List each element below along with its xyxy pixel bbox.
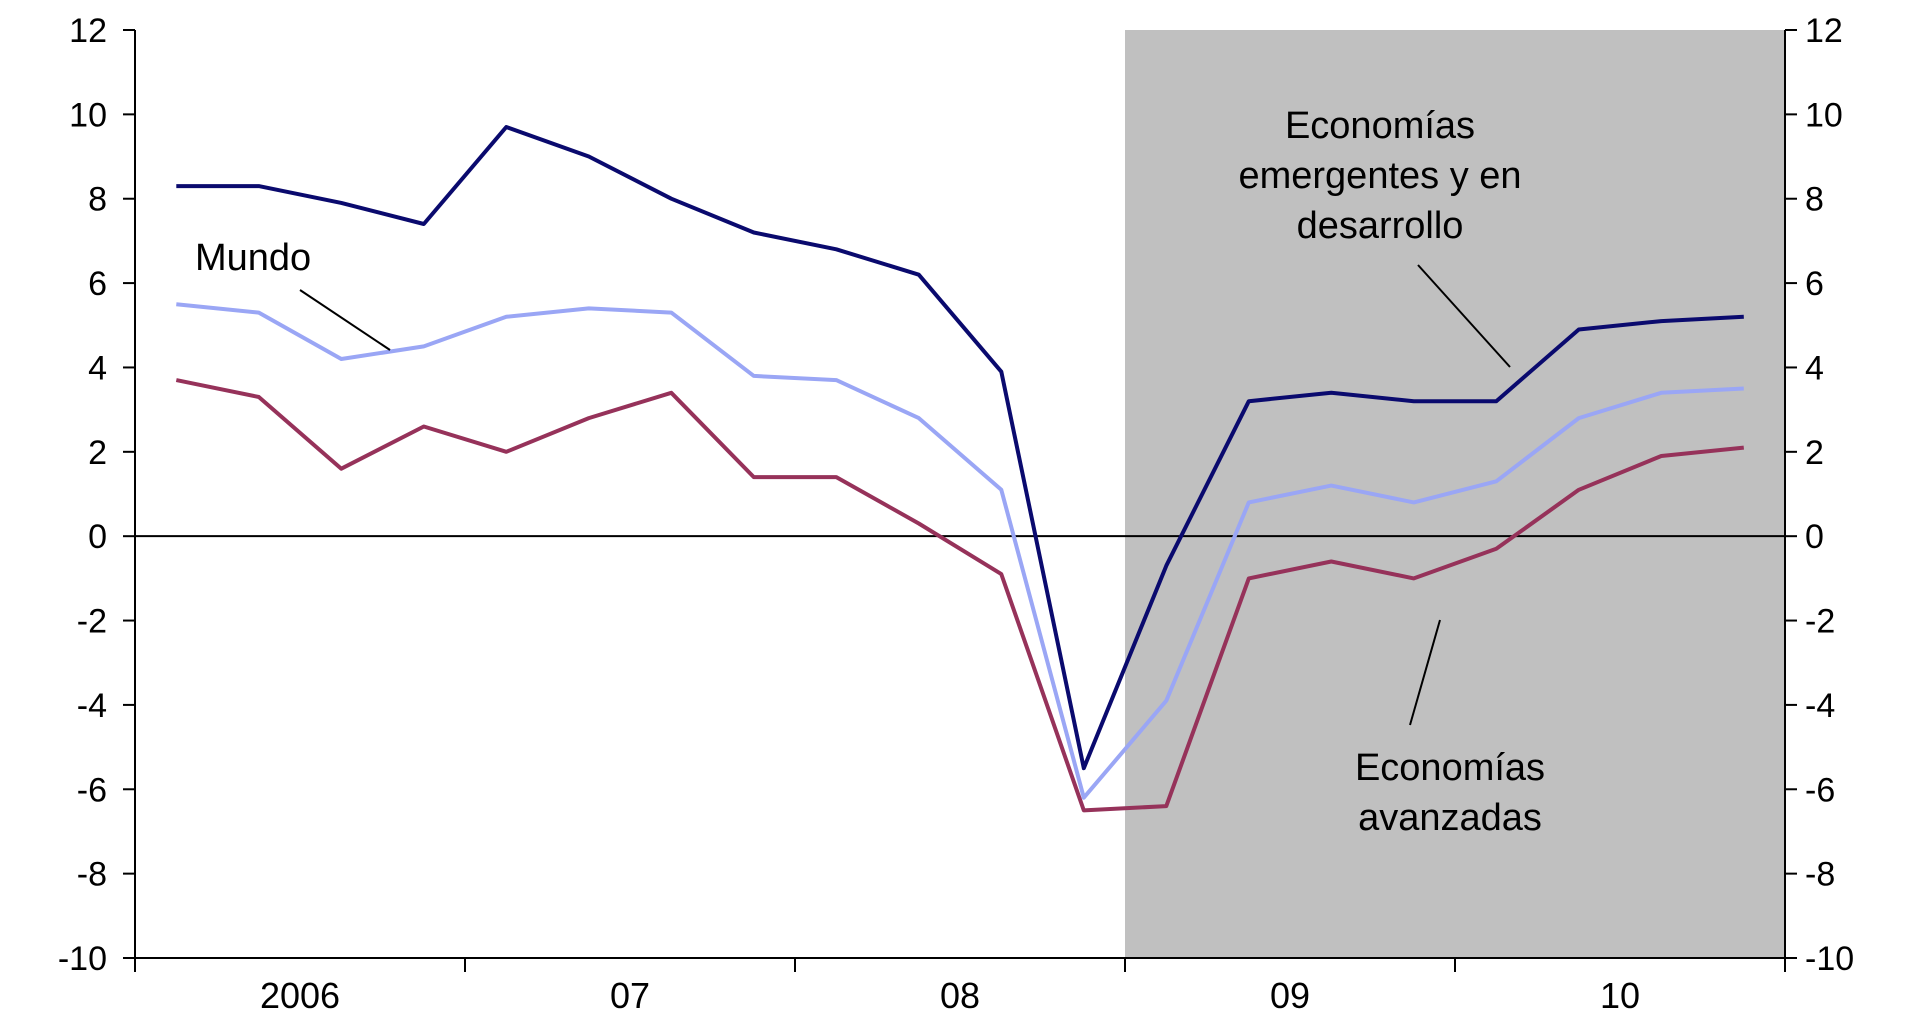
y-tick-label-right: 0 xyxy=(1805,518,1824,556)
x-tick-label: 07 xyxy=(610,975,650,1014)
y-tick-label-right: 4 xyxy=(1805,349,1824,387)
y-tick-label-left: -4 xyxy=(77,687,107,725)
y-tick-label-right: -6 xyxy=(1805,771,1835,809)
series-line-1 xyxy=(176,302,1744,800)
y-tick-label-left: 4 xyxy=(88,349,107,387)
annotation-mundo: Mundo xyxy=(195,237,311,279)
annotation-emergentes-line3: desarrollo xyxy=(1297,205,1464,247)
series-layer xyxy=(175,125,1745,813)
annotation-emergentes-line1: Economías xyxy=(1285,105,1475,147)
x-tick-label: 09 xyxy=(1270,975,1310,1014)
annotation-emergentes-line2: emergentes y en xyxy=(1238,155,1521,197)
y-tick-label-left: 8 xyxy=(88,181,107,219)
series-line-2 xyxy=(175,378,1745,813)
y-tick-label-left: -10 xyxy=(58,940,107,978)
annotation-emergentes-leader xyxy=(1417,264,1511,368)
projection-shaded-region-layer xyxy=(1125,30,1785,958)
y-tick-label-left: 2 xyxy=(88,434,107,472)
y-tick-label-right: 6 xyxy=(1805,265,1824,303)
y-tick-label-left: 0 xyxy=(88,518,107,556)
x-tick-label: 08 xyxy=(940,975,980,1014)
y-tick-label-left: -2 xyxy=(77,603,107,641)
annotation-avanzadas-line1: Economías xyxy=(1355,747,1545,789)
y-tick-label-right: 12 xyxy=(1805,12,1843,50)
axes-layer: -10 -10 -8 -8 -6 -6 -4 -4 -2 -2 0 0 2 2 4 4 6 6 8 8 10 10 12 12… xyxy=(58,12,1854,1014)
y-tick-label-left: 6 xyxy=(88,265,107,303)
y-tick-label-left: -6 xyxy=(77,771,107,809)
y-tick-label-right: 8 xyxy=(1805,181,1824,219)
annotation-avanzadas-leader xyxy=(1409,619,1441,726)
annotation-avanzadas-line2: avanzadas xyxy=(1358,797,1542,839)
x-tick-label: 2006 xyxy=(260,975,340,1014)
y-tick-label-left: -8 xyxy=(77,856,107,894)
y-tick-label-left: 10 xyxy=(69,96,107,134)
annotation-layer: Mundo Economías emergentes y en desarrol… xyxy=(195,105,1545,839)
annotation-mundo-leader xyxy=(299,289,391,351)
y-tick-label-left: 12 xyxy=(69,12,107,50)
y-tick-label-right: -8 xyxy=(1805,856,1835,894)
y-tick-label-right: 10 xyxy=(1805,96,1843,134)
shaded-region xyxy=(1125,30,1785,958)
series-line-0 xyxy=(176,125,1744,771)
y-tick-label-right: -10 xyxy=(1805,940,1854,978)
y-tick-label-right: 2 xyxy=(1805,434,1824,472)
y-tick-label-right: -2 xyxy=(1805,603,1835,641)
x-tick-label: 10 xyxy=(1600,975,1640,1014)
y-tick-label-right: -4 xyxy=(1805,687,1835,725)
